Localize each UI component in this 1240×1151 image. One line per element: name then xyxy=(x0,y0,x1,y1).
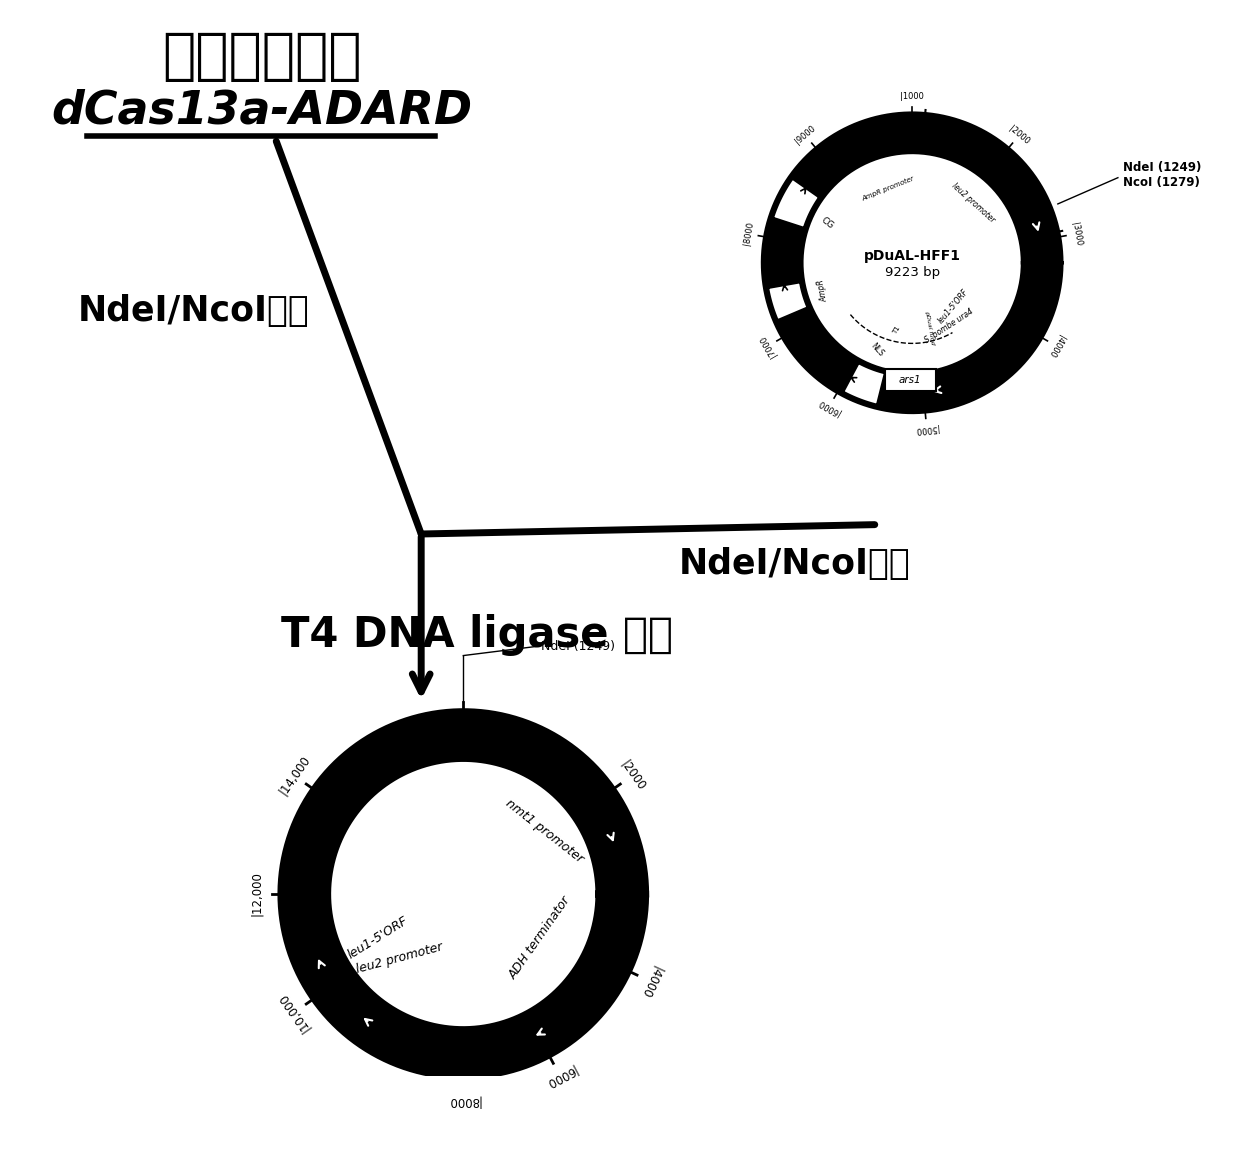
Text: |2000: |2000 xyxy=(618,759,647,793)
FancyBboxPatch shape xyxy=(885,368,935,391)
Text: NcoI (1279): NcoI (1279) xyxy=(1122,176,1199,189)
Polygon shape xyxy=(281,711,646,1076)
Polygon shape xyxy=(769,283,807,320)
Text: CG: CG xyxy=(820,215,836,231)
Text: AmpR promoter: AmpR promoter xyxy=(861,175,915,201)
Text: |2000: |2000 xyxy=(1007,124,1032,146)
Text: |4000: |4000 xyxy=(637,963,663,999)
Text: |1000: |1000 xyxy=(900,92,924,101)
Text: pDuAL-HFF1: pDuAL-HFF1 xyxy=(864,250,961,264)
Text: T1: T1 xyxy=(892,325,901,335)
Text: |5000: |5000 xyxy=(914,424,939,434)
Polygon shape xyxy=(1019,224,1061,276)
Text: leu1-5'ORF: leu1-5'ORF xyxy=(345,914,410,961)
Text: |8000: |8000 xyxy=(446,1095,480,1107)
Text: S. pombe ura4: S. pombe ura4 xyxy=(923,307,975,345)
Text: leu2 promoter: leu2 promoter xyxy=(950,182,997,224)
Text: NLS: NLS xyxy=(869,341,885,358)
Text: |9000: |9000 xyxy=(794,124,817,146)
Text: |6000: |6000 xyxy=(816,397,842,417)
Polygon shape xyxy=(843,364,884,404)
Text: NdeI (1249): NdeI (1249) xyxy=(541,640,615,653)
Text: NdeI/NcoI酶切: NdeI/NcoI酶切 xyxy=(678,547,910,581)
Text: |6000: |6000 xyxy=(542,1062,578,1090)
Text: pDual fund: pDual fund xyxy=(924,311,935,345)
Text: leu1-5'ORF: leu1-5'ORF xyxy=(936,288,970,326)
Text: 合成融合基因: 合成融合基因 xyxy=(162,30,362,84)
Polygon shape xyxy=(763,113,1061,412)
Polygon shape xyxy=(281,711,646,1076)
Polygon shape xyxy=(763,113,1061,412)
Polygon shape xyxy=(763,113,1061,412)
Text: ars1: ars1 xyxy=(899,375,921,384)
Text: 9223 bp: 9223 bp xyxy=(884,266,940,279)
Text: |12,000: |12,000 xyxy=(250,871,263,916)
Text: AmpR: AmpR xyxy=(816,279,830,302)
Text: |8000: |8000 xyxy=(742,221,755,246)
Text: dCas13a-ADARD: dCas13a-ADARD xyxy=(52,89,472,134)
Text: nmt1 promoter: nmt1 promoter xyxy=(503,796,585,866)
Polygon shape xyxy=(281,711,646,1076)
Text: leu2 promoter: leu2 promoter xyxy=(355,940,444,976)
Text: |10,000: |10,000 xyxy=(275,991,312,1035)
Polygon shape xyxy=(774,180,818,228)
Text: |4000: |4000 xyxy=(1047,334,1066,359)
Polygon shape xyxy=(281,711,646,1076)
Text: NdeI (1249): NdeI (1249) xyxy=(1122,161,1202,174)
Text: ADH terminator: ADH terminator xyxy=(506,894,573,982)
Text: NdeI/NcoI酶切: NdeI/NcoI酶切 xyxy=(78,295,310,328)
Text: |3000: |3000 xyxy=(1070,221,1083,246)
Text: |7000: |7000 xyxy=(758,334,777,359)
Text: |14,000: |14,000 xyxy=(275,754,312,798)
Text: T4 DNA ligase 连接: T4 DNA ligase 连接 xyxy=(281,613,673,656)
